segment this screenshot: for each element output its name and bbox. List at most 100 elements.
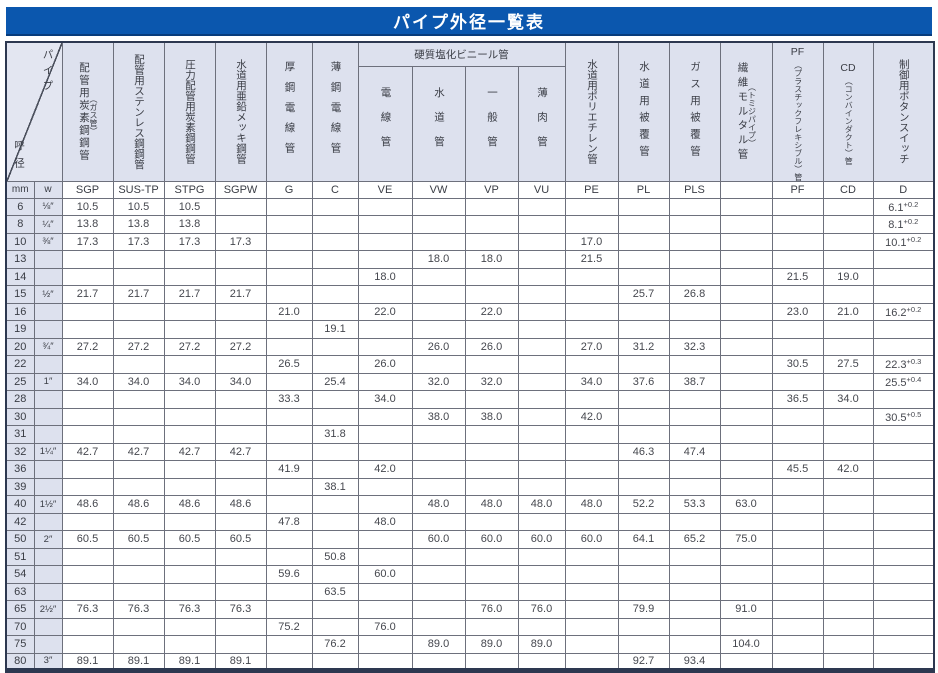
- value-cell-VE: [357, 407, 413, 427]
- value-cell-VW: [411, 652, 466, 672]
- value-cell-PE: 27.0: [564, 337, 619, 357]
- nominal-diameter-mm-cell: 50: [5, 530, 35, 549]
- value-cell-SUS-TP: [112, 617, 165, 637]
- value-cell-fiber-mortar: [719, 617, 773, 637]
- value-cell-VU: [517, 565, 566, 584]
- value-cell-SGP: [61, 617, 114, 637]
- value-cell-C: [311, 442, 359, 462]
- column-header-STPG: 圧力配管用炭素鋼鋼管: [163, 41, 216, 182]
- nominal-diameter-inch-cell: [33, 390, 63, 409]
- value-cell-SUS-TP: [112, 477, 165, 497]
- value-cell-PL: [617, 547, 670, 567]
- nominal-diameter-inch-cell: [33, 512, 63, 532]
- nominal-diameter-inch-cell: [33, 582, 63, 602]
- value-cell-fiber-mortar: [719, 232, 773, 252]
- table-row-dn39: 39 38.1: [5, 477, 935, 497]
- nominal-diameter-mm-cell: 16: [5, 302, 35, 322]
- nominal-diameter-mm-cell: 22: [5, 355, 35, 374]
- nominal-diameter-mm-cell: 42: [5, 512, 35, 532]
- value-cell-VP: [464, 460, 519, 479]
- value-cell-G: [265, 652, 313, 672]
- value-cell-G: [265, 285, 313, 304]
- value-cell-VU: [517, 547, 566, 567]
- value-cell-PL: 52.2: [617, 495, 670, 514]
- value-cell-VE: [357, 320, 413, 339]
- value-cell-SGPW: 21.7: [214, 285, 267, 304]
- value-cell-D: [872, 460, 935, 479]
- value-cell-VU: [517, 355, 566, 374]
- value-cell-SGP: 48.6: [61, 495, 114, 514]
- value-cell-SGP: [61, 250, 114, 269]
- value-cell-VU: [517, 337, 566, 357]
- nominal-diameter-mm-cell: 39: [5, 477, 35, 497]
- value-cell-VW: [411, 565, 466, 584]
- value-cell-PLS: [668, 425, 721, 444]
- value-cell-VW: [411, 232, 466, 252]
- value-cell-VU: [517, 302, 566, 322]
- value-cell-fiber-mortar: 63.0: [719, 495, 773, 514]
- value-cell-D: 22.3+0.3: [872, 355, 935, 374]
- value-cell-VU: [517, 250, 566, 269]
- value-cell-PE: [564, 425, 619, 444]
- value-cell-SGP: [61, 565, 114, 584]
- code-cell-D: D: [872, 180, 935, 199]
- value-cell-fiber-mortar: [719, 320, 773, 339]
- table-row-dn63: 63 63.5: [5, 582, 935, 602]
- value-cell-C: [311, 495, 359, 514]
- value-cell-G: 75.2: [265, 617, 313, 637]
- value-cell-VW: 18.0: [411, 250, 466, 269]
- value-cell-VW: [411, 477, 466, 497]
- table-row-dn42: 42 47.8 48.0: [5, 512, 935, 532]
- value-cell-PE: [564, 460, 619, 479]
- value-cell-PE: [564, 547, 619, 567]
- value-cell-VU: 60.0: [517, 530, 566, 549]
- value-cell-SGPW: [214, 547, 267, 567]
- value-cell-SGPW: 17.3: [214, 232, 267, 252]
- value-cell-fiber-mortar: [719, 512, 773, 532]
- value-cell-VU: [517, 477, 566, 497]
- table-row-dn51: 51 50.8: [5, 547, 935, 567]
- value-cell-D: [872, 530, 935, 549]
- value-cell-VP: [464, 652, 519, 672]
- value-cell-fiber-mortar: [719, 372, 773, 392]
- nominal-diameter-inch-cell: [33, 460, 63, 479]
- tolerance-superscript: +0.5: [906, 409, 922, 419]
- value-cell-PE: [564, 652, 619, 672]
- value-cell-VE: 42.0: [357, 460, 413, 479]
- nominal-diameter-inch-cell: [33, 617, 63, 637]
- value-cell-G: 33.3: [265, 390, 313, 409]
- corner-label-bore-diameter: 呼径: [13, 139, 26, 175]
- value-cell-G: [265, 232, 313, 252]
- value-cell-C: [311, 652, 359, 672]
- value-cell-D: 16.2+0.2: [872, 302, 935, 322]
- value-cell-D: [872, 495, 935, 514]
- value-cell-CD: [822, 565, 874, 584]
- value-cell-SUS-TP: 27.2: [112, 337, 165, 357]
- value-cell-CD: [822, 425, 874, 444]
- value-cell-SGPW: [214, 267, 267, 287]
- value-cell-G: [265, 442, 313, 462]
- value-cell-VU: [517, 232, 566, 252]
- value-cell-VP: 76.0: [464, 600, 519, 619]
- value-cell-PLS: [668, 390, 721, 409]
- value-cell-CD: [822, 197, 874, 217]
- column-header-G: 厚鋼電線管: [265, 41, 313, 182]
- value-cell-VP: [464, 565, 519, 584]
- value-cell-C: [311, 617, 359, 637]
- value-cell-fiber-mortar: [719, 442, 773, 462]
- value-cell-SGP: 34.0: [61, 372, 114, 392]
- value-cell-SGP: [61, 582, 114, 602]
- value-cell-PLS: [668, 617, 721, 637]
- value-cell-fiber-mortar: [719, 215, 773, 234]
- value-cell-VP: 89.0: [464, 635, 519, 654]
- value-cell-VW: [411, 582, 466, 602]
- value-cell-VU: [517, 267, 566, 287]
- nominal-diameter-mm-cell: 13: [5, 250, 35, 269]
- value-cell-SGPW: 48.6: [214, 495, 267, 514]
- nominal-diameter-inch-cell: [33, 635, 63, 654]
- value-cell-D: [872, 582, 935, 602]
- value-cell-VE: [357, 477, 413, 497]
- value-cell-PF: [771, 250, 824, 269]
- value-cell-SGPW: [214, 197, 267, 217]
- value-cell-D: [872, 512, 935, 532]
